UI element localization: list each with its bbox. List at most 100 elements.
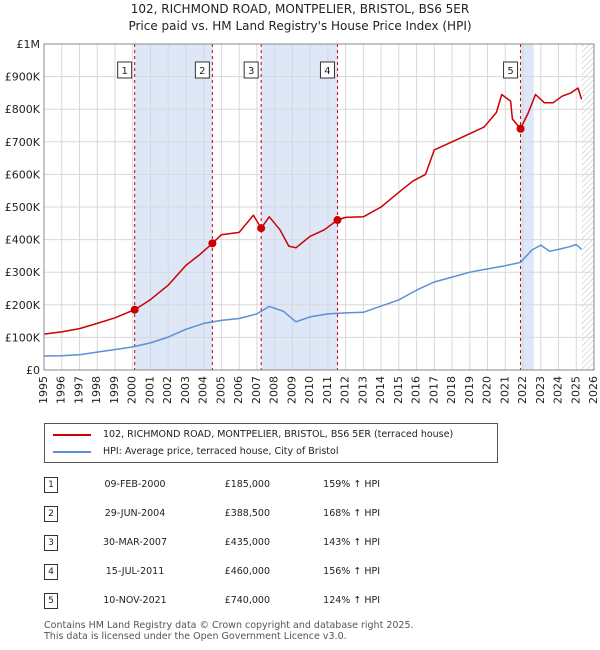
x-tick-label: 2002: [161, 376, 174, 404]
y-tick-label: £400K: [5, 234, 41, 247]
x-tick-label: 2009: [285, 376, 298, 404]
x-tick-label: 2006: [232, 376, 245, 404]
x-tick-label: 2004: [197, 376, 210, 404]
y-tick-label: £0: [26, 364, 40, 377]
table-row: 5 10-NOV-2021 £740,000 124% ↑ HPI: [44, 586, 380, 615]
plot-border: [43, 43, 595, 371]
transaction-marker: [130, 305, 139, 314]
transaction-marker: [208, 239, 217, 248]
transaction-label: 4: [324, 66, 330, 77]
x-tick-label: 2021: [498, 376, 511, 404]
table-row: 1 09-FEB-2000 £185,000 159% ↑ HPI: [44, 470, 380, 499]
y-tick-label: £100K: [5, 331, 41, 344]
legend-item-hpi: HPI: Average price, terraced house, City…: [53, 446, 338, 457]
transaction-label: 2: [199, 66, 205, 77]
legend: 102, RICHMOND ROAD, MONTPELIER, BRISTOL,…: [44, 423, 498, 463]
transaction-marker: [257, 224, 266, 233]
price-chart: £0 £100K £200K £300K £400K £500K £600K £700K £80…: [5, 38, 600, 404]
transaction-date: 15-JUL-2011: [105, 566, 165, 577]
transaction-price: £435,000: [224, 537, 270, 548]
x-tick-label: 1995: [37, 376, 50, 404]
transaction-label-box: [117, 61, 133, 79]
x-tick-label: 2024: [552, 376, 565, 404]
transaction-date: 09-FEB-2000: [104, 479, 166, 490]
x-tick-label: 2014: [374, 376, 387, 404]
transaction-hpi: 156% ↑ HPI: [323, 566, 380, 577]
hpi-line: [43, 243, 583, 357]
chart-subtitle: Price paid vs. HM Land Registry's House …: [128, 19, 472, 33]
y-tick-label: £600K: [5, 168, 41, 181]
x-tick-label: 2026: [587, 376, 600, 404]
transaction-number: 5: [44, 592, 58, 609]
chart-title: 102, RICHMOND ROAD, MONTPELIER, BRISTOL,…: [130, 2, 470, 16]
x-tick-label: 2007: [250, 376, 263, 404]
transaction-hpi: 168% ↑ HPI: [323, 508, 380, 519]
y-tick-label: £1M: [17, 38, 41, 51]
x-tick-label: 2008: [268, 376, 281, 404]
x-tick-label: 2023: [534, 376, 547, 404]
x-tick-label: 2025: [569, 376, 582, 404]
x-tick-label: 2011: [321, 376, 334, 404]
transaction-label-box: [243, 61, 259, 79]
x-tick-label: 2022: [516, 376, 529, 404]
table-row: 3 30-MAR-2007 £435,000 143% ↑ HPI: [44, 528, 380, 557]
transaction-hpi: 159% ↑ HPI: [323, 479, 380, 490]
x-tick-label: 2001: [143, 376, 156, 404]
transaction-label: 3: [248, 66, 254, 77]
x-tick-label: 2013: [356, 376, 369, 404]
legend-item-property: 102, RICHMOND ROAD, MONTPELIER, BRISTOL,…: [53, 429, 453, 440]
transaction-date: 29-JUN-2004: [104, 508, 166, 519]
transaction-price: £460,000: [224, 566, 270, 577]
property-price-line: [43, 87, 583, 335]
transaction-number: 2: [44, 505, 58, 522]
x-tick-label: 1999: [108, 376, 121, 404]
x-tick-label: 2018: [445, 376, 458, 404]
y-tick-label: £800K: [5, 103, 41, 116]
x-tick-label: 1996: [55, 376, 68, 404]
transaction-label-box: [194, 61, 210, 79]
footer-licence: This data is licensed under the Open Gov…: [44, 631, 347, 642]
legend-label-hpi: HPI: Average price, terraced house, City…: [103, 446, 339, 457]
transaction-date: 10-NOV-2021: [103, 595, 167, 606]
x-tick-label: 1997: [72, 376, 85, 404]
transaction-marker: [333, 216, 342, 225]
transaction-date: 30-MAR-2007: [102, 537, 168, 548]
legend-label-property: 102, RICHMOND ROAD, MONTPELIER, BRISTOL,…: [103, 429, 454, 440]
table-row: 4 15-JUL-2011 £460,000 156% ↑ HPI: [44, 557, 380, 586]
transaction-hpi: 143% ↑ HPI: [323, 537, 380, 548]
x-tick-label: 2015: [392, 376, 405, 404]
x-tick-label: 2020: [481, 376, 494, 404]
transaction-price: £388,500: [224, 508, 270, 519]
legend-swatch-hpi: [53, 450, 91, 453]
transaction-hpi: 124% ↑ HPI: [323, 595, 380, 606]
transaction-number: 3: [44, 534, 58, 551]
x-tick-label: 2019: [463, 376, 476, 404]
y-tick-label: £200K: [5, 299, 41, 312]
transaction-number: 1: [44, 476, 58, 493]
x-tick-label: 2017: [427, 376, 440, 404]
transaction-label: 5: [507, 66, 513, 77]
x-tick-label: 2005: [214, 376, 227, 404]
transaction-label-box: [503, 61, 519, 79]
x-tick-label: 2003: [179, 376, 192, 404]
transaction-label-box: [319, 61, 335, 79]
transaction-price: £185,000: [224, 479, 270, 490]
table-row: 2 29-JUN-2004 £388,500 168% ↑ HPI: [44, 499, 380, 528]
legend-swatch-property: [53, 433, 91, 436]
transaction-price: £740,000: [224, 595, 270, 606]
x-tick-label: 2010: [303, 376, 316, 404]
x-tick-label: 2000: [126, 376, 139, 404]
footer: Contains HM Land Registry data © Crown c…: [44, 620, 414, 642]
x-tick-label: 1998: [90, 376, 103, 404]
transactions-table: 1 09-FEB-2000 £185,000 159% ↑ HPI 2 29-J…: [44, 470, 380, 615]
transaction-marker: [516, 124, 525, 133]
footer-copyright: Contains HM Land Registry data © Crown c…: [44, 620, 414, 631]
y-tick-label: £300K: [5, 266, 41, 279]
transaction-number: 4: [44, 563, 58, 580]
x-tick-label: 2012: [339, 376, 352, 404]
x-tick-label: 2016: [410, 376, 423, 404]
y-tick-label: £500K: [5, 201, 41, 214]
transaction-label: 1: [121, 66, 127, 77]
y-tick-label: £900K: [5, 71, 41, 84]
y-tick-label: £700K: [5, 136, 41, 149]
